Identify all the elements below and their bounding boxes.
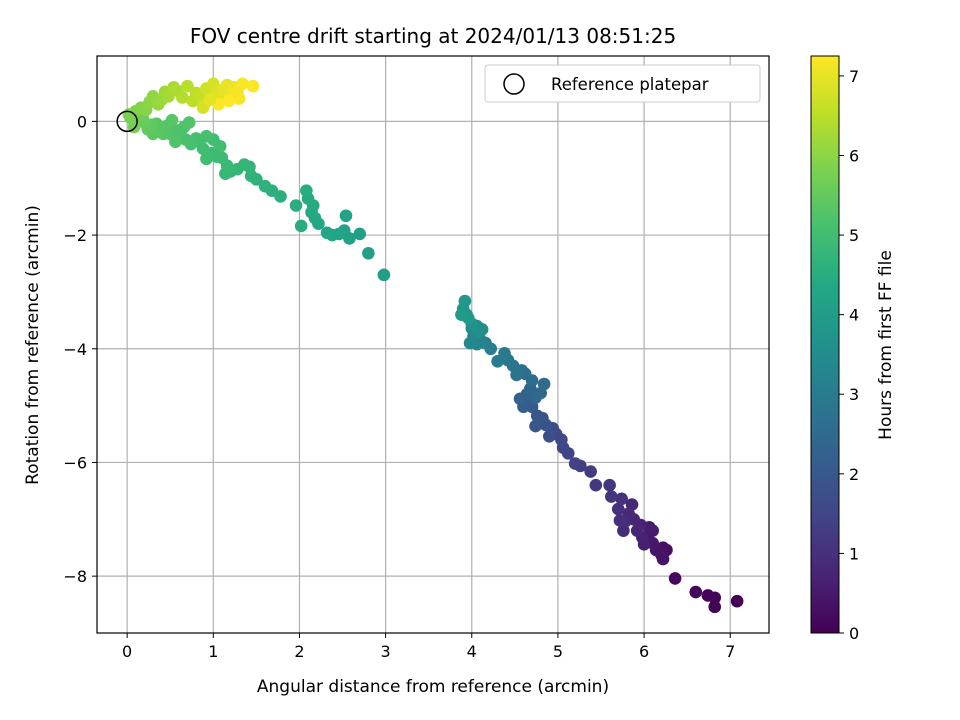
- y-axis-label: Rotation from reference (arcmin): [23, 205, 43, 485]
- colorbar-gradient: [810, 55, 840, 634]
- data-point: [491, 354, 504, 368]
- data-point: [353, 227, 367, 241]
- colorbar-tick-label: 7: [849, 67, 859, 86]
- data-point: [236, 77, 249, 91]
- colorbar-ticks: 0 1 2 3 4 5 6 7: [839, 67, 859, 643]
- data-point: [463, 336, 477, 350]
- data-point: [181, 79, 194, 93]
- data-point: [182, 116, 196, 129]
- data-point: [613, 514, 627, 527]
- colorbar-label: Hours from first FF file: [876, 250, 896, 440]
- y-ticks: −8 −6 −4 −2 0: [63, 112, 97, 586]
- scatter-points: [122, 77, 744, 614]
- data-point: [213, 140, 227, 153]
- data-point: [611, 502, 625, 516]
- data-point: [320, 226, 334, 240]
- data-point: [584, 465, 597, 478]
- data-point: [232, 92, 246, 105]
- data-point: [656, 552, 670, 566]
- data-point: [708, 600, 722, 614]
- x-tick-label: 7: [725, 642, 735, 661]
- data-point: [200, 129, 213, 143]
- data-point: [455, 308, 468, 321]
- colorbar-tick-label: 1: [849, 544, 859, 563]
- colorbar-tick-label: 6: [849, 146, 859, 165]
- data-point: [377, 268, 391, 282]
- data-point: [589, 478, 603, 492]
- y-tick-label: 0: [77, 112, 87, 131]
- data-point: [458, 294, 472, 308]
- legend-marker: [503, 73, 525, 95]
- colorbar: 0 1 2 3 4 5 6 7 Hours from first FF file: [810, 55, 896, 643]
- data-point: [294, 219, 308, 233]
- data-point: [258, 179, 272, 193]
- legend-entry-reference-platepar: Reference platepar: [551, 75, 709, 94]
- x-tick-label: 1: [208, 642, 218, 661]
- data-point: [701, 589, 715, 602]
- data-point: [200, 152, 213, 166]
- data-point: [362, 246, 375, 260]
- x-tick-label: 2: [294, 642, 304, 661]
- data-point: [246, 79, 260, 93]
- data-point: [730, 594, 744, 608]
- x-tick-label: 0: [122, 642, 132, 661]
- data-point: [289, 199, 303, 212]
- chart-title: FOV centre drift starting at 2024/01/13 …: [190, 24, 676, 48]
- data-point: [339, 209, 353, 223]
- colorbar-tick-label: 4: [849, 306, 859, 325]
- y-tick-label: −6: [63, 453, 87, 472]
- legend: Reference platepar: [484, 64, 761, 103]
- data-point: [175, 91, 189, 104]
- data-point: [165, 113, 179, 127]
- colorbar-tick-label: 3: [849, 385, 859, 404]
- data-point: [630, 524, 644, 537]
- y-tick-label: −8: [63, 567, 87, 586]
- data-point: [617, 524, 630, 537]
- data-point: [603, 478, 616, 492]
- x-tick-label: 3: [381, 642, 391, 661]
- colorbar-tick-label: 5: [849, 226, 859, 245]
- data-point: [300, 184, 313, 198]
- data-point: [543, 430, 556, 443]
- legend-box: [484, 64, 761, 103]
- y-tick-label: −2: [63, 226, 87, 245]
- data-point: [537, 377, 551, 391]
- x-ticks: 0 1 2 3 4 5 6 7: [122, 633, 735, 661]
- y-tick-label: −4: [63, 340, 87, 359]
- data-point: [615, 492, 628, 506]
- data-point: [605, 490, 618, 503]
- data-point: [203, 93, 217, 107]
- data-point: [568, 457, 582, 470]
- data-point: [222, 94, 236, 108]
- x-tick-label: 5: [553, 642, 563, 661]
- data-point: [529, 419, 542, 433]
- colorbar-tick-label: 2: [849, 465, 859, 484]
- x-tick-label: 6: [639, 642, 649, 661]
- plot-frame: [96, 55, 770, 634]
- x-tick-label: 4: [467, 642, 477, 661]
- reference-platepar-marker: [116, 110, 138, 133]
- colorbar-tick-label: 0: [849, 624, 859, 643]
- x-axis-label: Angular distance from reference (arcmin): [257, 677, 609, 697]
- data-point: [689, 585, 703, 599]
- data-point: [668, 572, 682, 585]
